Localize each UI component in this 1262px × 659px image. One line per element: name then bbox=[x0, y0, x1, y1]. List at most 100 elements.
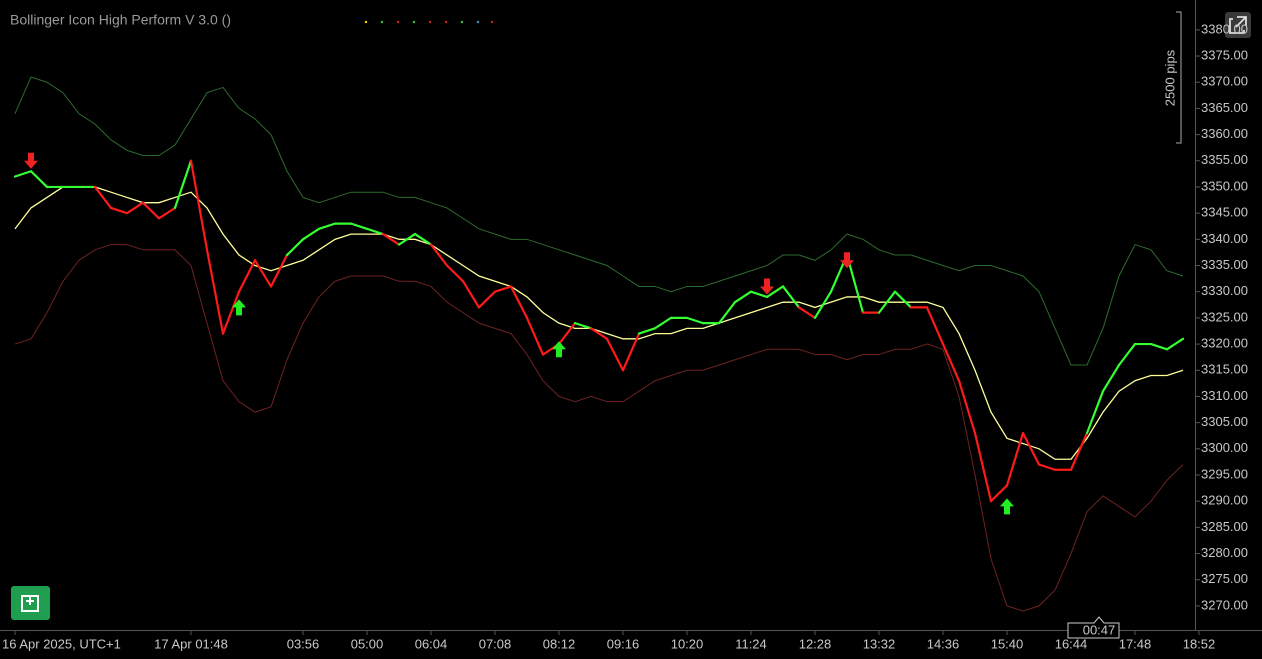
y-tick-label: 3365.00 bbox=[1201, 100, 1248, 115]
y-tick-label: 3350.00 bbox=[1201, 178, 1248, 193]
y-tick-label: 3330.00 bbox=[1201, 283, 1248, 298]
x-tick-label: 06:04 bbox=[415, 636, 448, 651]
range-bracket bbox=[1176, 11, 1182, 144]
x-tick-label: 15:40 bbox=[991, 636, 1024, 651]
price-segment bbox=[381, 232, 401, 246]
y-tick-label: 3305.00 bbox=[1201, 414, 1248, 429]
y-tick-label: 3315.00 bbox=[1201, 362, 1248, 377]
price-segment bbox=[589, 327, 609, 340]
price-segment bbox=[349, 222, 369, 230]
add-alert-button[interactable] bbox=[11, 586, 50, 620]
price-segment bbox=[93, 185, 113, 210]
x-tick-label: 08:12 bbox=[543, 636, 576, 651]
price-segment bbox=[765, 285, 785, 299]
x-tick-label: 12:28 bbox=[799, 636, 832, 651]
x-tick-label: 10:20 bbox=[671, 636, 704, 651]
price-segment bbox=[141, 201, 161, 220]
y-tick-label: 3375.00 bbox=[1201, 47, 1248, 62]
price-segment bbox=[397, 232, 417, 246]
x-tick-label: 05:00 bbox=[351, 636, 384, 651]
price-segment bbox=[1069, 431, 1089, 471]
price-segment bbox=[317, 222, 337, 230]
price-segment bbox=[205, 248, 225, 335]
range-label: 2500 pips bbox=[1162, 49, 1177, 106]
price-segment bbox=[717, 301, 737, 325]
y-tick-label: 3285.00 bbox=[1201, 519, 1248, 534]
price-segment bbox=[525, 316, 545, 356]
price-segment bbox=[733, 290, 753, 304]
band-line bbox=[14, 244, 1184, 612]
price-segment bbox=[557, 322, 577, 346]
price-segment bbox=[285, 238, 305, 257]
price-segment bbox=[221, 290, 241, 335]
price-segment bbox=[445, 264, 465, 283]
x-tick-label: 14:36 bbox=[927, 636, 960, 651]
x-tick-label: 16:44 bbox=[1055, 636, 1088, 651]
title-dots bbox=[364, 20, 494, 24]
popout-button[interactable] bbox=[1225, 12, 1251, 38]
price-segment bbox=[1021, 431, 1041, 466]
price-segment bbox=[413, 232, 433, 246]
price-segment bbox=[125, 201, 145, 215]
price-segment bbox=[893, 290, 913, 309]
price-segment bbox=[29, 170, 49, 189]
price-segment bbox=[813, 290, 833, 319]
sell-arrow bbox=[760, 278, 774, 295]
price-segment bbox=[781, 285, 801, 309]
buy-arrow bbox=[232, 299, 246, 316]
y-tick-label: 3280.00 bbox=[1201, 545, 1248, 560]
y-tick-label: 3270.00 bbox=[1201, 597, 1248, 612]
price-segment bbox=[173, 159, 193, 210]
y-tick-label: 3325.00 bbox=[1201, 309, 1248, 324]
price-segment bbox=[477, 290, 497, 309]
y-tick-label: 3355.00 bbox=[1201, 152, 1248, 167]
price-segment bbox=[493, 285, 513, 293]
price-segment bbox=[1101, 363, 1121, 393]
band-line bbox=[14, 186, 1184, 460]
price-segment bbox=[989, 484, 1009, 503]
price-segment bbox=[957, 379, 977, 435]
chart-title: Bollinger Icon High Perform V 3.0 () bbox=[10, 12, 231, 28]
x-tick-label: 17:48 bbox=[1119, 636, 1152, 651]
band-line bbox=[14, 76, 1184, 366]
price-segment bbox=[1165, 337, 1185, 351]
price-segment bbox=[13, 170, 33, 178]
price-segment bbox=[1037, 463, 1057, 471]
price-segment bbox=[157, 206, 177, 220]
price-segment bbox=[573, 322, 593, 330]
sell-arrow bbox=[24, 152, 38, 169]
price-segment bbox=[237, 259, 257, 293]
buy-arrow bbox=[552, 341, 566, 358]
y-tick-label: 3310.00 bbox=[1201, 388, 1248, 403]
y-tick-label: 3345.00 bbox=[1201, 205, 1248, 220]
price-segment bbox=[509, 285, 529, 319]
price-segment bbox=[925, 306, 945, 346]
y-tick-label: 3380.00 bbox=[1201, 21, 1248, 36]
price-segment bbox=[1005, 431, 1025, 487]
price-segment bbox=[621, 332, 641, 372]
price-segment bbox=[109, 206, 129, 215]
y-tick-label: 3320.00 bbox=[1201, 336, 1248, 351]
price-segment bbox=[749, 290, 769, 299]
price-segment bbox=[269, 253, 289, 288]
price-segment bbox=[637, 327, 657, 335]
price-segment bbox=[797, 306, 817, 319]
x-tick-label: 18:52 bbox=[1183, 636, 1216, 651]
countdown-label: 00:47 bbox=[1083, 622, 1116, 637]
x-tick-label: 07:08 bbox=[479, 636, 512, 651]
price-segment bbox=[365, 227, 385, 236]
y-tick-label: 3340.00 bbox=[1201, 231, 1248, 246]
price-segment bbox=[605, 337, 625, 372]
y-tick-label: 3275.00 bbox=[1201, 571, 1248, 586]
y-tick-label: 3370.00 bbox=[1201, 74, 1248, 89]
price-segment bbox=[1149, 342, 1169, 351]
sell-arrow bbox=[840, 252, 854, 269]
y-tick-label: 3295.00 bbox=[1201, 466, 1248, 481]
price-segment bbox=[653, 316, 673, 330]
price-segment bbox=[941, 342, 961, 382]
x-tick-label: 09:16 bbox=[607, 636, 640, 651]
x-tick-label: 13:32 bbox=[863, 636, 896, 651]
price-segment bbox=[461, 280, 481, 309]
